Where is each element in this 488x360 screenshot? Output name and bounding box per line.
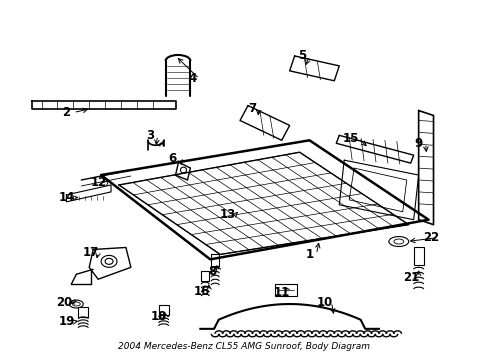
Text: 16: 16 <box>194 285 210 298</box>
Bar <box>78 307 88 317</box>
Bar <box>158 305 168 315</box>
Bar <box>274 284 296 296</box>
Text: 8: 8 <box>208 265 216 278</box>
Text: 10: 10 <box>316 296 332 309</box>
Text: 14: 14 <box>58 192 75 204</box>
Text: 2: 2 <box>62 106 70 119</box>
Text: 19: 19 <box>58 315 75 328</box>
Text: 22: 22 <box>423 231 439 244</box>
Text: 20: 20 <box>56 296 72 309</box>
Text: 5: 5 <box>298 49 306 63</box>
Text: 13: 13 <box>220 208 236 221</box>
Text: 3: 3 <box>146 129 155 142</box>
Text: 7: 7 <box>247 102 256 115</box>
Text: 4: 4 <box>188 72 196 85</box>
Text: 12: 12 <box>91 176 107 189</box>
Text: 1: 1 <box>305 248 313 261</box>
Text: 21: 21 <box>403 271 419 284</box>
Text: 2004 Mercedes-Benz CL55 AMG Sunroof, Body Diagram: 2004 Mercedes-Benz CL55 AMG Sunroof, Bod… <box>118 342 370 351</box>
Text: 15: 15 <box>342 132 359 145</box>
Text: 11: 11 <box>273 285 289 299</box>
Bar <box>211 255 219 266</box>
Text: 17: 17 <box>83 246 99 259</box>
Text: 9: 9 <box>414 137 422 150</box>
Bar <box>413 247 423 265</box>
Bar <box>201 271 209 281</box>
Text: 18: 18 <box>150 310 166 323</box>
Text: 6: 6 <box>168 152 176 165</box>
